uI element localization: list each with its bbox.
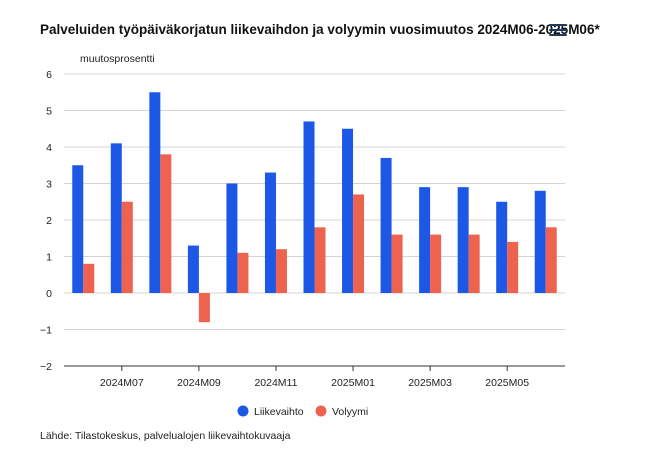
y-tick-label: 2 [46,215,52,227]
bar-volyymi-2025M01 [353,194,365,293]
bar-volyymi-2025M05 [507,241,519,293]
bar-liikevaihto-2025M05 [496,201,508,293]
bar-volyymi-2024M08 [160,154,172,293]
x-tick-label: 2025M01 [331,377,375,389]
legend-marker-volyymi [315,405,327,417]
x-tick-label: 2024M11 [254,377,297,389]
chart-title: Palveluiden työpäiväkorjatun liikevaihdo… [40,22,600,37]
legend-label-volyymi: Volyymi [332,406,368,418]
menu-line [549,34,567,36]
x-tick-label: 2025M05 [485,377,529,389]
y-tick-label: 3 [46,179,52,191]
bar-liikevaihto-2025M01 [342,128,354,293]
bar-volyymi-2024M11 [275,249,287,293]
bar-volyymi-2024M06 [83,263,95,293]
bar-liikevaihto-2024M09 [187,245,199,293]
bar-liikevaihto-2025M02 [380,157,392,293]
bar-volyymi-2024M07 [121,201,133,293]
bar-liikevaihto-2025M03 [419,187,431,293]
x-tick-label: 2024M09 [177,377,221,389]
bar-volyymi-2024M09 [198,293,210,323]
bar-liikevaihto-2024M11 [264,172,276,293]
menu-line [549,24,567,26]
y-tick-label: 5 [46,106,52,118]
bar-liikevaihto-2024M12 [303,121,315,293]
y-tick-label: −2 [40,361,52,373]
bar-liikevaihto-2024M06 [72,165,84,293]
bar-volyymi-2025M03 [430,234,442,293]
hamburger-menu-icon[interactable] [548,20,568,40]
bar-volyymi-2024M12 [314,227,326,293]
bar-liikevaihto-2024M07 [110,143,122,293]
bar-liikevaihto-2024M10 [226,183,238,293]
y-tick-label: 0 [46,288,52,300]
bar-liikevaihto-2025M04 [457,187,469,293]
y-tick-label: 6 [46,69,52,81]
menu-line [549,29,567,31]
legend-marker-liikevaihto [237,405,249,417]
y-axis-title: muutosprosentti [80,53,155,65]
bar-volyymi-2024M10 [237,252,249,293]
bar-volyymi-2025M04 [468,234,480,293]
y-tick-label: −1 [40,325,52,337]
x-tick-label: 2024M07 [100,377,144,389]
legend-label-liikevaihto: Liikevaihto [254,406,304,418]
bar-liikevaihto-2025M06 [534,190,546,293]
bar-volyymi-2025M02 [391,234,403,293]
bar-volyymi-2025M06 [545,227,557,293]
source-note: Lähde: Tilastokeskus, palvelualojen liik… [40,430,291,442]
y-tick-label: 1 [46,252,52,264]
y-tick-label: 4 [46,142,52,154]
bar-liikevaihto-2024M08 [149,92,161,293]
x-tick-label: 2025M03 [408,377,452,389]
